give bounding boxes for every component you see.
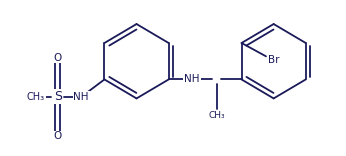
Text: O: O	[54, 53, 62, 63]
Text: O: O	[54, 131, 62, 141]
Text: NH: NH	[73, 92, 89, 102]
Text: S: S	[54, 90, 62, 103]
Text: CH₃: CH₃	[27, 92, 45, 102]
Text: NH: NH	[184, 74, 200, 84]
Text: Br: Br	[268, 56, 279, 66]
Text: CH₃: CH₃	[208, 111, 225, 120]
